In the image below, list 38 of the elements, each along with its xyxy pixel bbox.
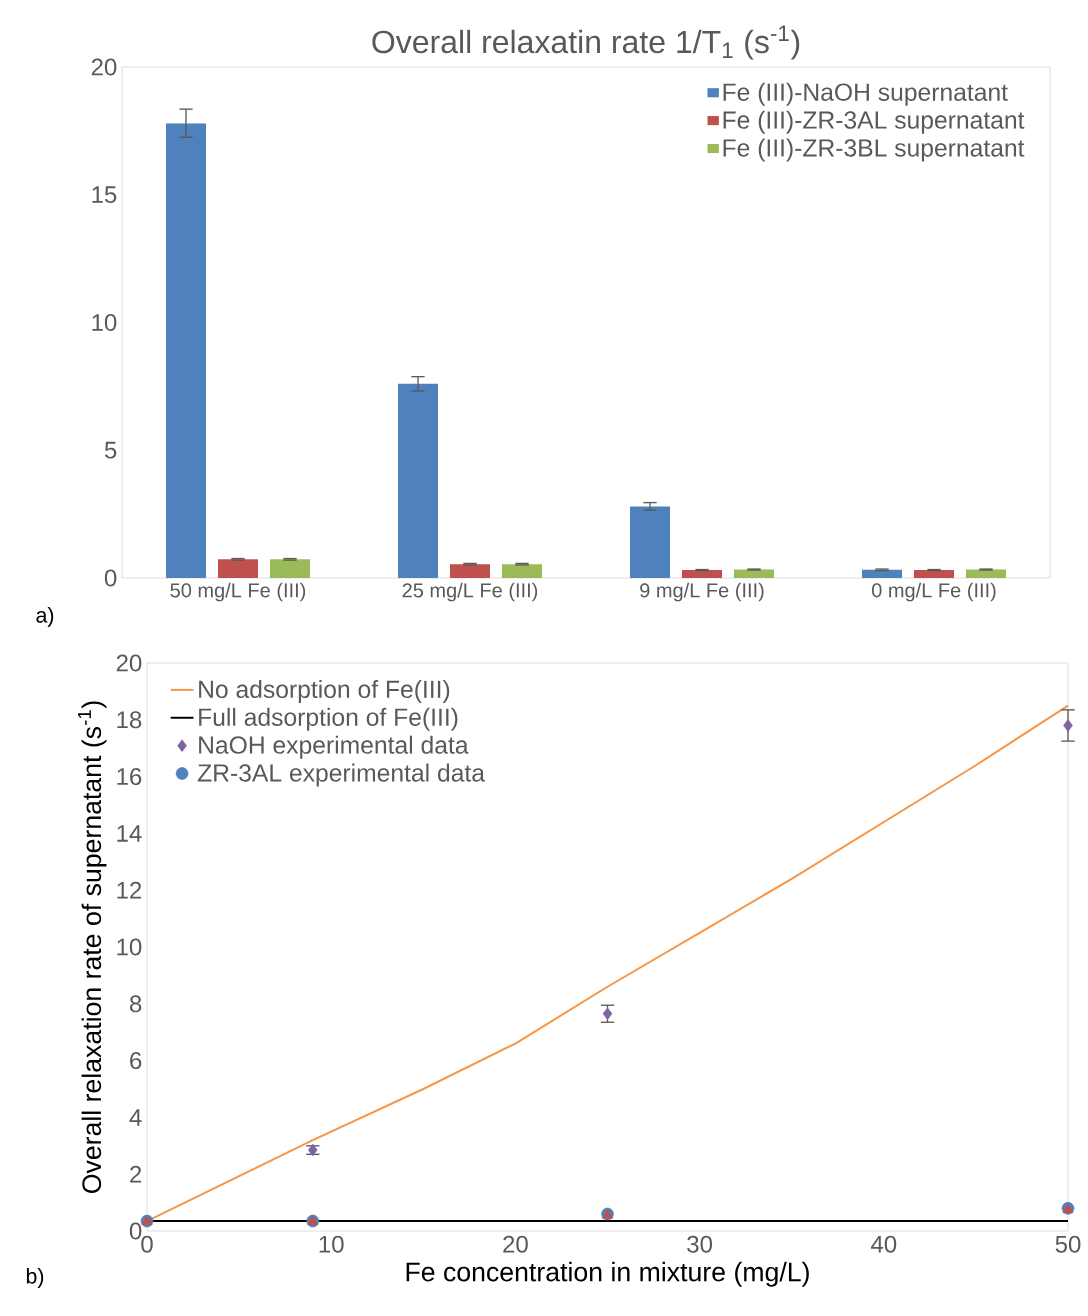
y-tick-label: 0 [104,569,117,587]
legend-label: ZR-3AL experimental data [197,763,485,787]
legend-label: Fe (III)-ZR-3AL supernatant [723,110,1025,134]
legend-label: No adsorption of Fe(III) [199,679,450,703]
y-tick-label: 15 [92,186,117,204]
x-tick-label: 50 mg/L Fe (III) [170,582,306,602]
x-tick-label: 20 [503,1235,528,1253]
y-tick-label: 10 [92,313,117,331]
legend-label: Full adsorption of Fe(III) [199,707,458,731]
x-tick-label: 50 [1055,1235,1081,1253]
y-tick-label: 12 [117,881,142,899]
x-tick-label: 30 [687,1235,713,1253]
x-tick-label: 25 mg/L Fe (III) [402,582,538,602]
y-tick-label: 4 [129,1109,142,1126]
x-tick-label: 40 [871,1235,897,1253]
y-tick-label: 10 [117,938,142,956]
legend-label: Fe (III)-NaOH supernatant [723,82,1008,106]
y-tick-label: 8 [129,995,142,1013]
x-tick-label: 0 [141,1235,153,1253]
text: a) [36,607,54,627]
y-tick-label: 16 [117,768,142,786]
chart-title: Overall relaxatin rate 1/T$_{1}$ (s$^{-1}$) [372,25,800,60]
legend-label: Fe (III)-ZR-3BL supernatant [723,138,1025,162]
y-tick-label: 0 [129,1222,142,1240]
y-tick-label: 2 [130,1165,142,1183]
text: b) [26,1268,44,1288]
y-tick-label: 20 [91,58,117,76]
x-tick-label: 9 mg/L Fe (III) [640,582,764,602]
y-axis-title: Overall relaxation rate of supernatant (s$^{-1}$) [78,701,107,1194]
y-tick-label: 6 [130,1052,142,1070]
x-axis-title: Fe concentration in mixture (mg/L) [406,1261,809,1287]
y-tick-label: 20 [116,654,142,672]
y-tick-label: 14 [117,825,142,842]
y-tick-label: 18 [117,711,142,729]
x-tick-label: 10 [319,1235,344,1253]
legend-label: NaOH experimental data [199,735,469,759]
x-tick-label: 0 mg/L Fe (III) [871,582,996,602]
y-tick-label: 5 [104,441,117,459]
